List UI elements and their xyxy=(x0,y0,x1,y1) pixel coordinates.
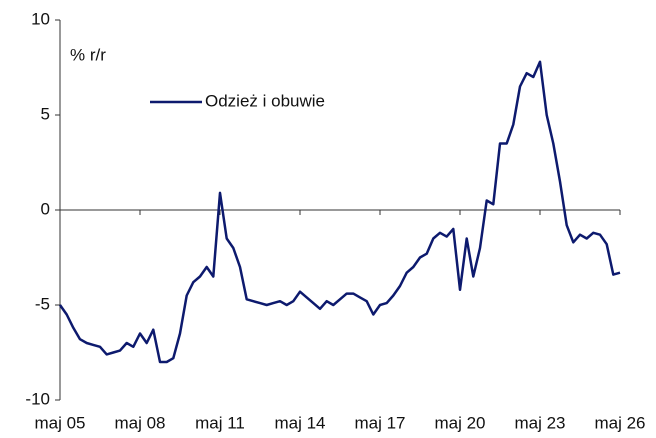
y-tick-label: 0 xyxy=(41,199,50,218)
x-tick-label: maj 11 xyxy=(195,413,245,432)
x-tick-label: maj 23 xyxy=(514,413,565,432)
x-tick-label: maj 08 xyxy=(114,413,165,432)
y-tick-label: 10 xyxy=(31,9,50,28)
annotation: % r/r xyxy=(70,45,106,64)
x-tick-label: maj 26 xyxy=(594,413,645,432)
x-tick-label: maj 05 xyxy=(34,413,85,432)
y-tick-label: 5 xyxy=(41,104,50,123)
line xyxy=(58,60,621,364)
x-tick-label: maj 17 xyxy=(354,413,405,432)
x-tick-label: maj 14 xyxy=(274,413,325,432)
y-tick-label: -5 xyxy=(35,294,50,313)
y-tick-label: -10 xyxy=(25,389,50,408)
legend-label: Odzież i obuwie xyxy=(205,91,325,110)
x-tick-label: maj 20 xyxy=(434,413,485,432)
